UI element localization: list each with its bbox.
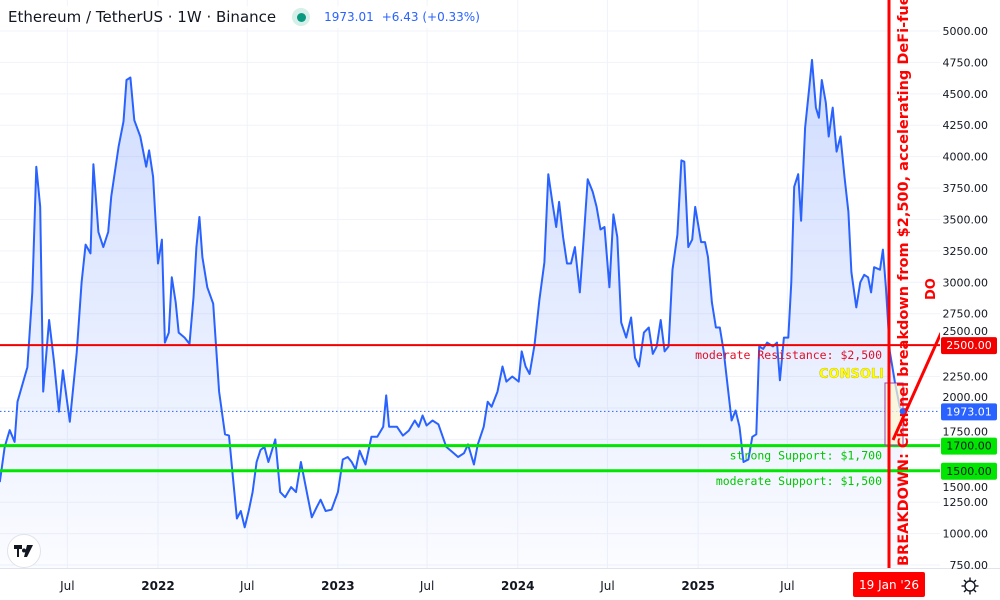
price-axis[interactable]: 5000.00 4750.00 4500.00 4250.00 4000.00 3750.… [943,25,989,572]
support-level-label: strong Support: $1,700 [730,449,882,463]
crosshair-date-tag: 19 Jan '26 [853,572,925,597]
price-area-fill [0,59,903,568]
green-dot-icon [292,8,311,26]
resistance-price-tag-label: 2500.00 [946,339,992,352]
down-label: DO [924,278,939,300]
support-price-tag [941,437,997,455]
chart-header: Ethereum / TetherUS · 1W · Binance 1973.… [8,6,486,28]
price-tick-label: 4000.00 [943,151,989,164]
price-levels: moderate Resistance: $2,500 strong Suppor… [0,344,940,488]
resistance-level-label: moderate Resistance: $2,500 [695,348,882,362]
support-level-label: moderate Support: $1,500 [716,474,882,488]
gear-icon[interactable] [960,576,980,596]
price-tick-label: 3750.00 [943,182,989,195]
support-price-tag-label: 1500.00 [946,465,992,478]
breakdown-label: BREAKDOWN: Channel breakdown from $2,500… [896,0,912,566]
price-tick-label: 1000.00 [943,528,989,541]
price-tags: 2500.00 1700.00 1500.00 1973.01 [941,337,997,480]
last-price-tag [941,403,997,421]
price-tick-label: 2000.00 [943,391,989,404]
last-price-marker [899,408,906,415]
time-tick-label: 2025 [681,579,714,593]
consolidation-label: CONSOLI [819,367,884,382]
price-tick-label: 3000.00 [943,276,989,289]
resistance-price-tag [941,337,997,355]
price-tick-label: 2250.00 [943,371,989,384]
price-tick-label: 3500.00 [943,213,989,226]
time-tick-label: Jul [239,579,254,593]
price-tick-label: 4250.00 [943,119,989,132]
crosshair-date-label: 19 Jan '26 [859,578,919,592]
time-tick-label: 2022 [141,579,174,593]
breakdown-trend-line [891,332,940,441]
support-price-tag [941,462,997,480]
price-tick-label: 2500.00 [943,325,989,338]
support-price-tag-label: 1700.00 [946,440,992,453]
time-tick-label: 2024 [501,579,534,593]
last-price-tag-label: 1973.01 [946,405,992,418]
time-tick-label: Jul [59,579,74,593]
price-tick-label: 5000.00 [943,25,989,38]
price-tick-label: 1250.00 [943,496,989,509]
time-tick-label: Jul [779,579,794,593]
time-axis[interactable]: Jul 2022 Jul 2023 Jul 2024 Jul 2025 Jul [59,579,794,593]
price-tick-label: 4750.00 [943,56,989,69]
price-tick-label: 3250.00 [943,245,989,258]
tradingview-logo[interactable] [7,534,41,568]
price-change: +6.43 (+0.33%) [381,10,480,24]
price-tick-label: 750.00 [950,559,989,572]
time-tick-label: Jul [419,579,434,593]
time-tick-label: Jul [599,579,614,593]
price-line [0,58,904,529]
price-tick-label: 2750.00 [943,308,989,321]
price-tick-label: 1750.00 [943,425,989,438]
symbol-title[interactable]: Ethereum / TetherUS · 1W · Binance [8,8,277,26]
time-tick-label: 2023 [321,579,354,593]
price-tick-label: 4500.00 [943,88,989,101]
last-price: 1973.01 [324,10,374,24]
price-tick-label: 1500.00 [943,481,989,494]
